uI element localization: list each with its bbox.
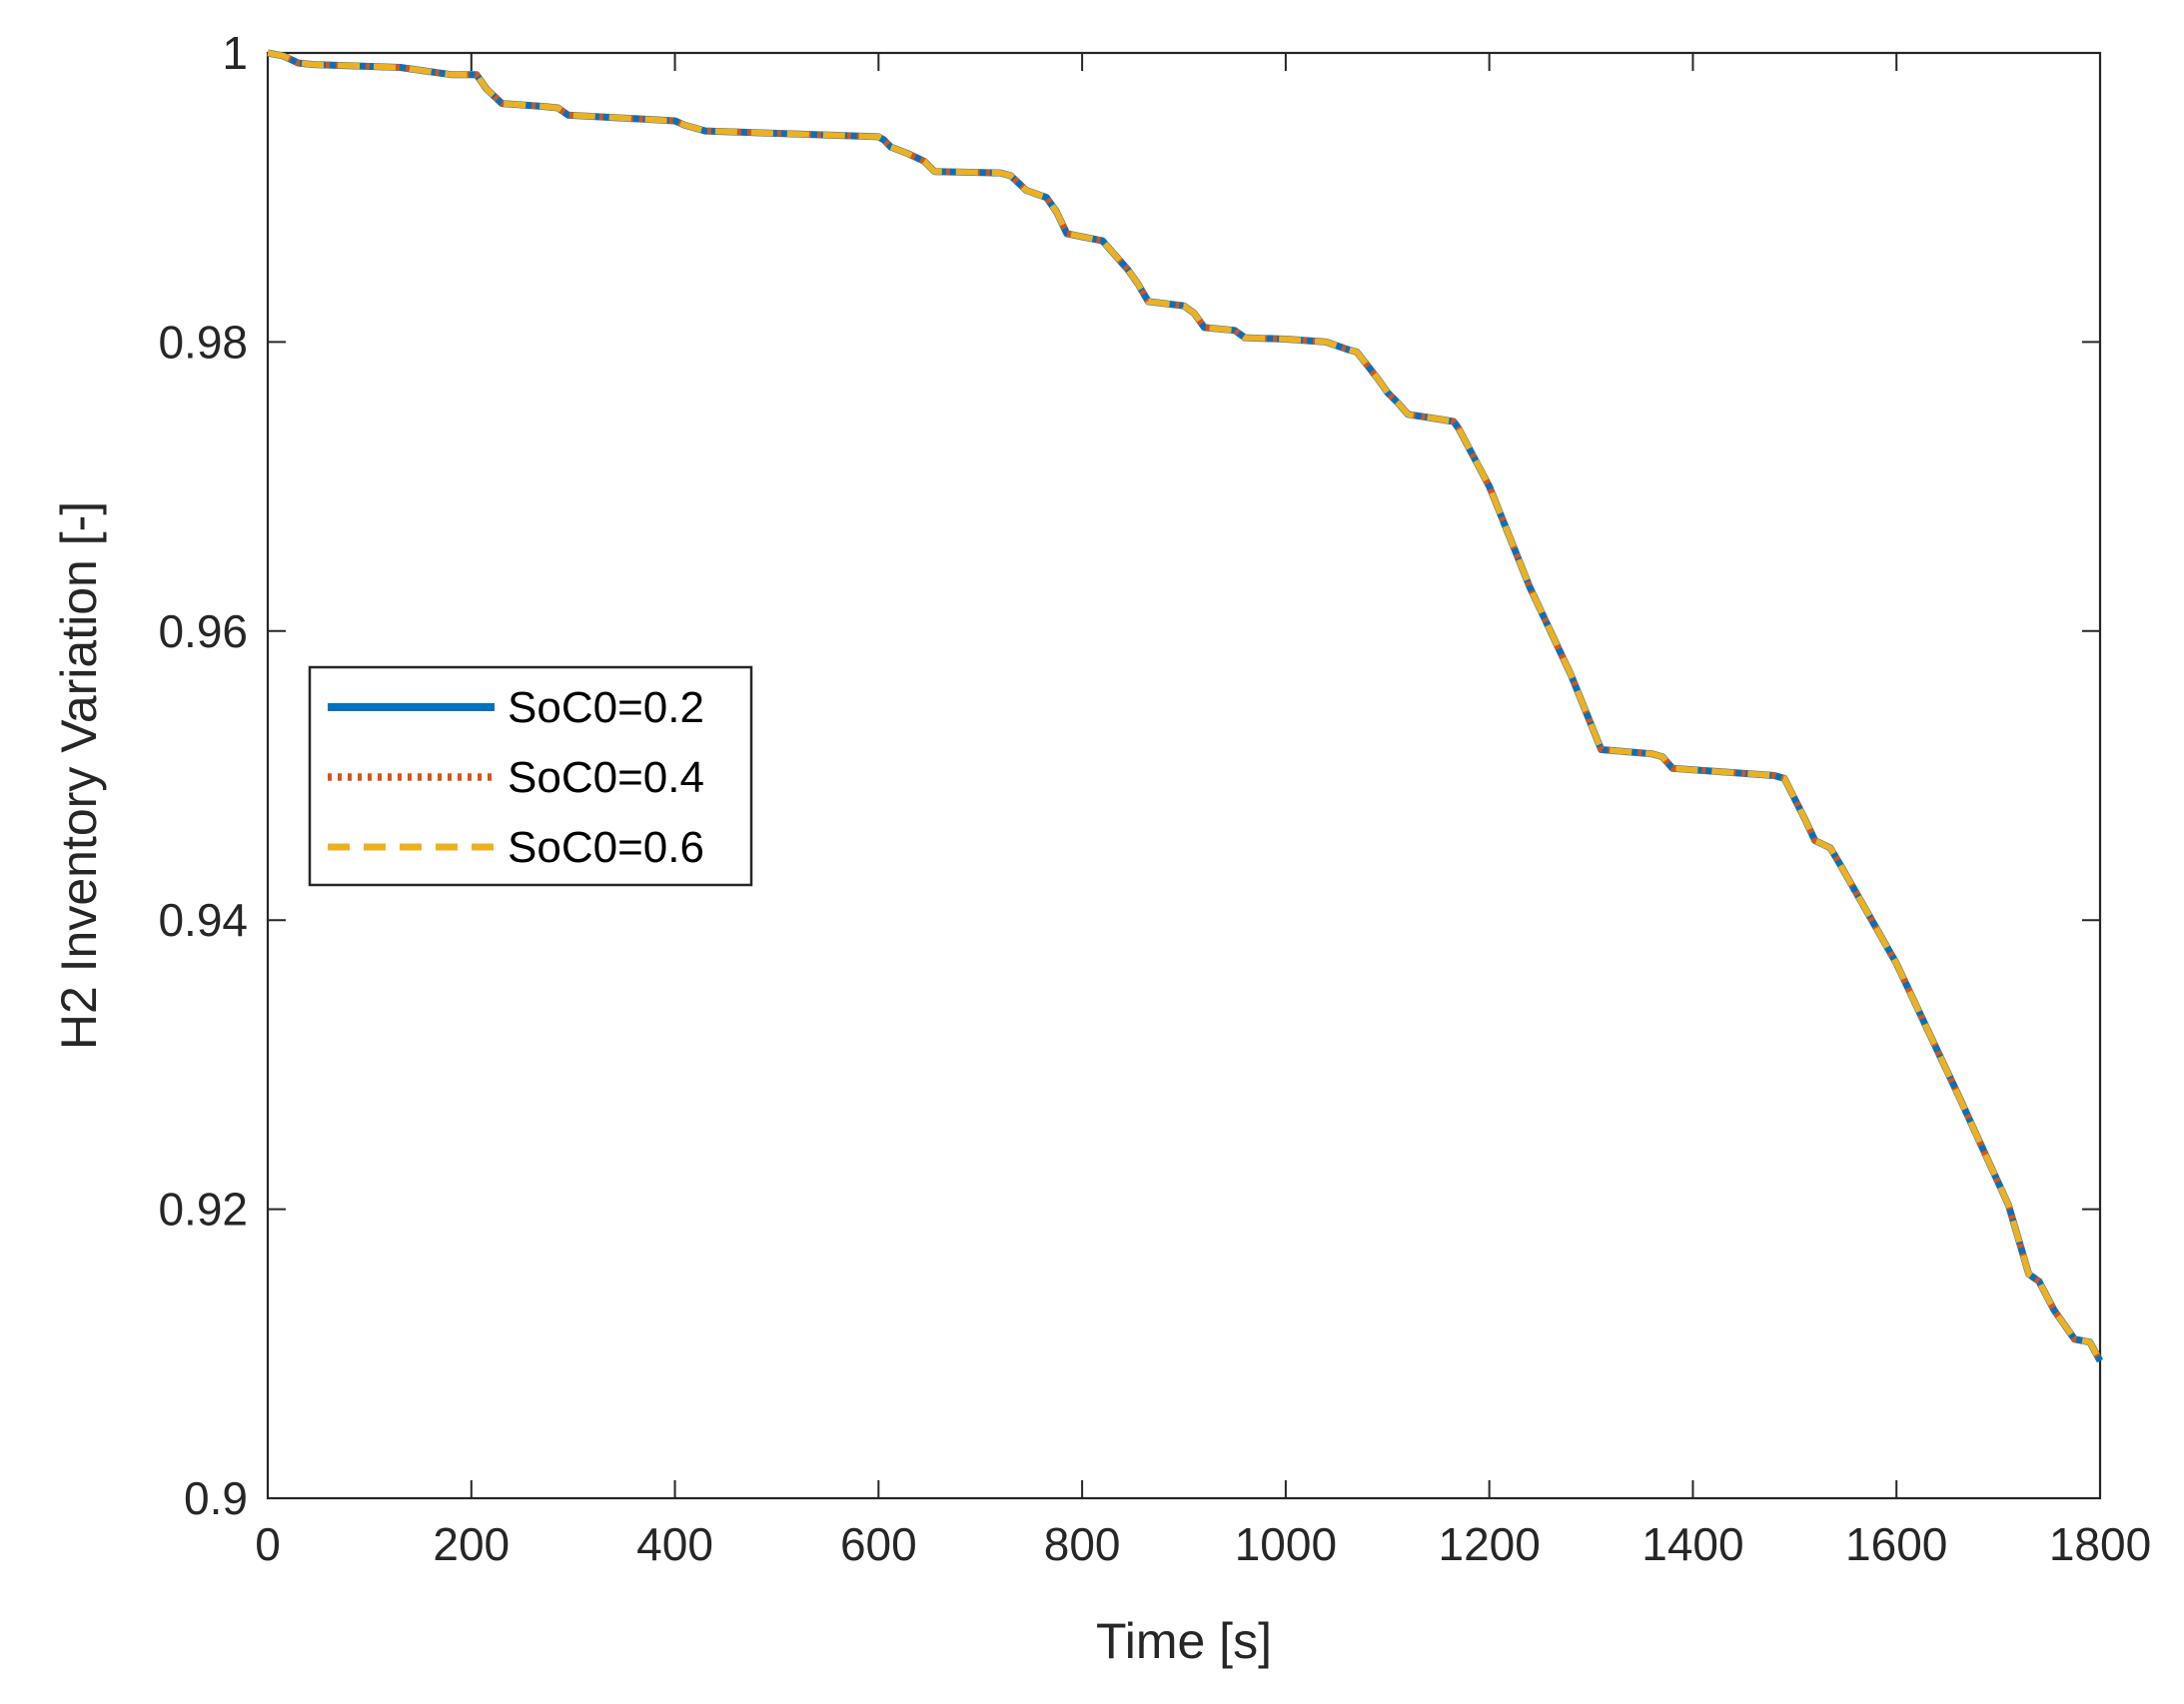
y-axis-title: H2 Inventory Variation [-]: [51, 501, 107, 1050]
x-tick-label: 400: [636, 1518, 713, 1570]
x-tick-label: 1400: [1641, 1518, 1743, 1570]
legend-label-1: SoC0=0.2: [508, 683, 704, 732]
y-tick-label: 0.92: [158, 1184, 248, 1236]
x-tick-label: 200: [433, 1518, 510, 1570]
x-tick-label: 1000: [1235, 1518, 1337, 1570]
y-tick-label: 0.9: [184, 1472, 248, 1524]
x-tick-label: 1200: [1438, 1518, 1540, 1570]
tick-labels: 0 200 400 600 800 1000 1200 1400 1600 1800 0.9 0.92…: [158, 27, 2151, 1570]
axis-ticks: [267, 52, 2101, 1499]
x-tick-label: 800: [1044, 1518, 1121, 1570]
x-tick-label: 600: [840, 1518, 917, 1570]
y-tick-label: 0.98: [158, 316, 248, 368]
x-tick-label: 0: [255, 1518, 281, 1570]
series-line-3: [267, 50, 2103, 1362]
legend: SoC0=0.2 SoC0=0.4 SoC0=0.6: [308, 665, 753, 887]
x-tick-label: 1600: [1845, 1518, 1947, 1570]
data-series: [267, 49, 2104, 1363]
y-tick-label: 0.96: [158, 605, 248, 657]
y-tick-label: 0.94: [158, 894, 248, 946]
x-axis-title: Time [s]: [1096, 1613, 1272, 1669]
legend-label-2: SoC0=0.4: [508, 753, 704, 802]
x-tick-label: 1800: [2049, 1518, 2151, 1570]
legend-label-3: SoC0=0.6: [508, 823, 704, 872]
y-tick-label: 1: [222, 27, 248, 79]
